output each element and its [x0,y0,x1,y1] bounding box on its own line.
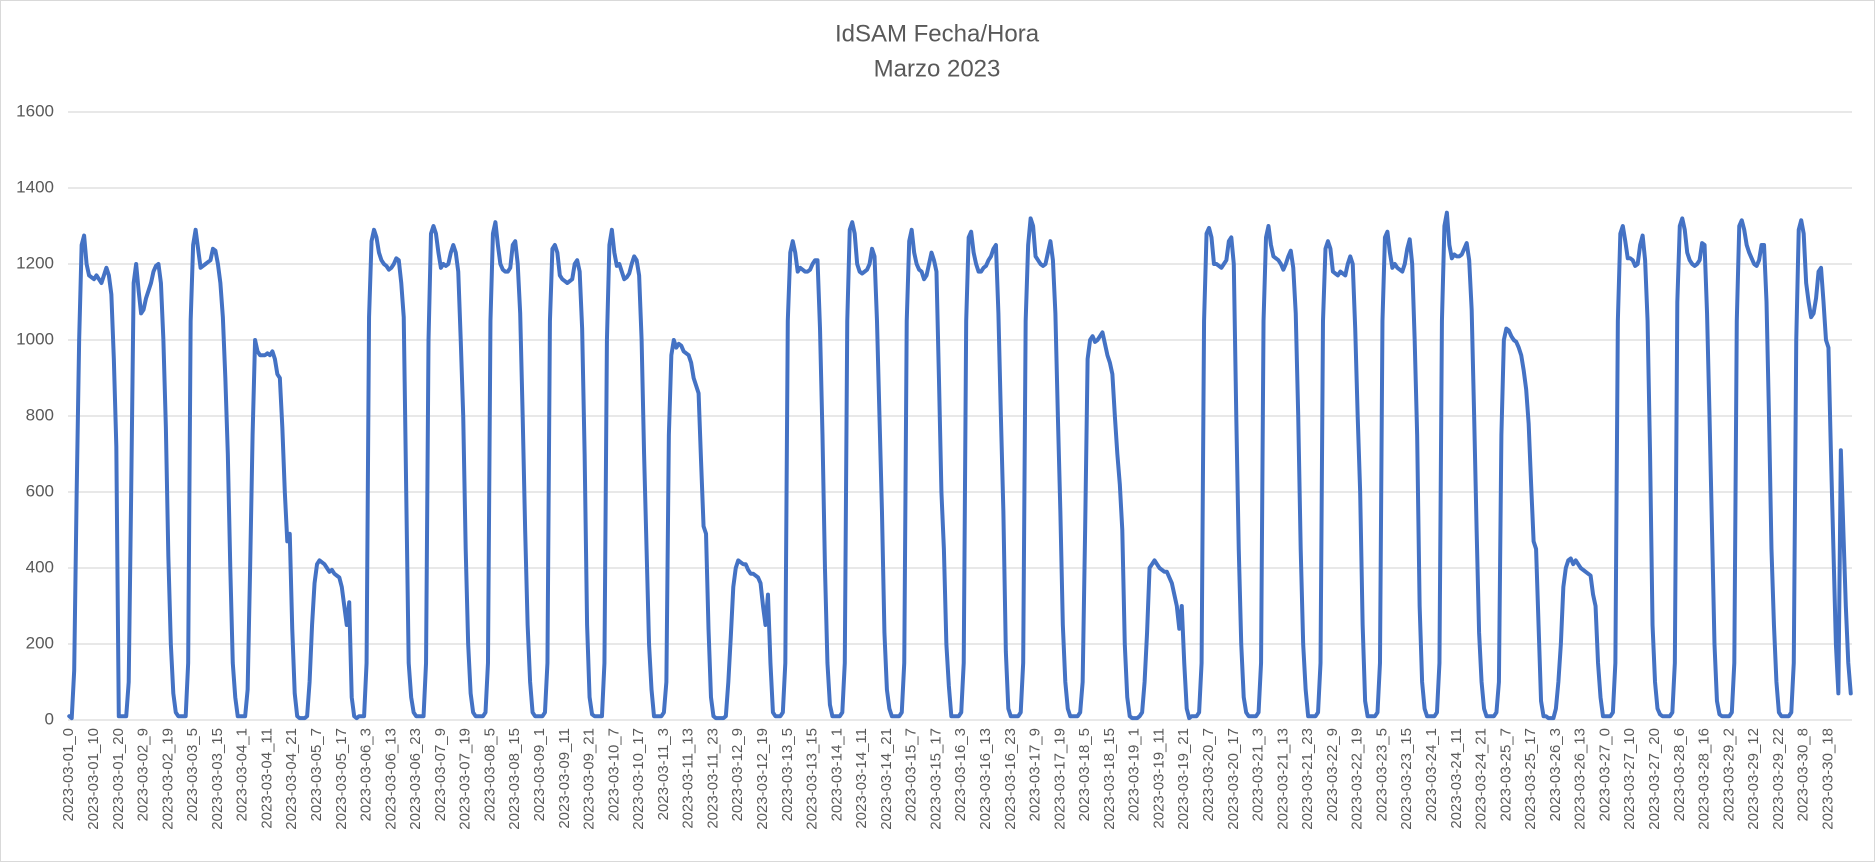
x-tick-label: 2023-03-16_13 [977,728,994,830]
x-tick-label: 2023-03-06_3 [358,728,375,821]
x-tick-label: 2023-03-12_19 [754,728,771,830]
x-tick-label: 2023-03-11_13 [680,728,697,829]
x-tick-label: 2023-03-08_5 [481,728,498,821]
x-tick-label: 2023-03-13_5 [779,728,796,821]
x-tick-label: 2023-03-24_11 [1448,728,1465,829]
x-tick-label: 2023-03-02_19 [159,728,176,830]
x-tick-label: 2023-03-13_15 [804,728,821,830]
x-tick-label: 2023-03-25_17 [1522,728,1539,830]
x-tick-label: 2023-03-01_20 [110,728,127,830]
x-tick-label: 2023-03-22_9 [1324,728,1341,821]
x-tick-label: 2023-03-07_19 [457,728,474,830]
x-tick-label: 2023-03-12_9 [729,728,746,821]
x-tick-label: 2023-03-15_7 [903,728,920,821]
x-tick-label: 2023-03-04_21 [283,728,300,830]
y-tick-label: 200 [26,633,54,652]
x-tick-label: 2023-03-06_13 [382,728,399,830]
x-tick-label: 2023-03-20_17 [1225,728,1242,830]
x-tick-label: 2023-03-11_3 [655,728,672,820]
x-tick-label: 2023-03-08_15 [506,728,523,830]
x-tick-label: 2023-03-11_23 [704,728,721,829]
x-tick-label: 2023-03-17_9 [1027,728,1044,821]
x-tick-label: 2023-03-26_3 [1547,728,1564,821]
x-tick-label: 2023-03-10_7 [605,728,622,821]
x-tick-label: 2023-03-24_21 [1473,728,1490,830]
x-tick-label: 2023-03-22_19 [1349,728,1366,830]
x-tick-label: 2023-03-19_21 [1175,728,1192,830]
x-tick-label: 2023-03-09_1 [531,728,548,821]
y-tick-label: 1200 [16,253,54,272]
x-tick-label: 2023-03-21_3 [1250,728,1267,821]
y-tick-label: 800 [26,405,54,424]
x-tick-label: 2023-03-19_11 [1150,728,1167,829]
y-tick-label: 400 [26,557,54,576]
x-tick-label: 2023-03-09_21 [581,728,598,830]
x-tick-label: 2023-03-27_0 [1596,728,1613,821]
x-tick-label: 2023-03-14_11 [853,728,870,829]
x-tick-label: 2023-03-21_13 [1274,728,1291,830]
x-tick-label: 2023-03-30_8 [1795,728,1812,821]
x-tick-label: 2023-03-17_19 [1051,728,1068,830]
x-tick-label: 2023-03-19_1 [1126,728,1143,821]
x-tick-label: 2023-03-28_16 [1696,728,1713,830]
x-tick-label: 2023-03-23_5 [1373,728,1390,821]
x-tick-label: 2023-03-16_3 [952,728,969,821]
x-tick-label: 2023-03-14_21 [878,728,895,830]
y-tick-label: 600 [26,481,54,500]
x-tick-label: 2023-03-21_23 [1299,728,1316,830]
x-tick-label: 2023-03-29_12 [1745,728,1762,830]
x-tick-label: 2023-03-10_17 [630,728,647,830]
x-tick-label: 2023-03-29_22 [1770,728,1787,830]
y-tick-label: 0 [45,709,54,728]
x-tick-label: 2023-03-20_7 [1200,728,1217,821]
x-tick-label: 2023-03-27_20 [1646,728,1663,830]
x-tick-label: 2023-03-01_0 [60,728,77,821]
x-tick-label: 2023-03-05_17 [333,728,350,830]
x-tick-label: 2023-03-09_11 [556,728,573,829]
y-tick-label: 1600 [16,101,54,120]
x-tick-label: 2023-03-25_7 [1497,728,1514,821]
x-tick-label: 2023-03-15_17 [927,728,944,830]
x-tick-label: 2023-03-06_23 [407,728,424,830]
x-tick-label: 2023-03-04_1 [234,728,251,821]
x-tick-label: 2023-03-03_5 [184,728,201,821]
x-tick-label: 2023-03-29_2 [1720,728,1737,821]
x-tick-label: 2023-03-07_9 [432,728,449,821]
x-tick-label: 2023-03-01_10 [85,728,102,830]
x-tick-label: 2023-03-03_15 [209,728,226,830]
x-tick-label: 2023-03-14_1 [828,728,845,821]
x-tick-label: 2023-03-30_18 [1819,728,1836,830]
x-tick-label: 2023-03-26_13 [1572,728,1589,830]
x-tick-label: 2023-03-27_10 [1621,728,1638,830]
x-tick-label: 2023-03-24_1 [1423,728,1440,821]
chart-title: IdSAM Fecha/Hora [835,20,1040,47]
data-line [67,210,1853,721]
x-tick-label: 2023-03-28_6 [1671,728,1688,821]
x-tick-label: 2023-03-04_11 [258,728,275,829]
x-tick-label: 2023-03-18_15 [1101,728,1118,830]
x-tick-label: 2023-03-23_15 [1398,728,1415,830]
x-tick-label: 2023-03-16_23 [1002,728,1019,830]
chart-subtitle: Marzo 2023 [874,55,1001,82]
y-tick-label: 1000 [16,329,54,348]
x-tick-label: 2023-03-18_5 [1076,728,1093,821]
x-tick-label: 2023-03-02_9 [135,728,152,821]
x-tick-label: 2023-03-05_7 [308,728,325,821]
y-tick-label: 1400 [16,177,54,196]
